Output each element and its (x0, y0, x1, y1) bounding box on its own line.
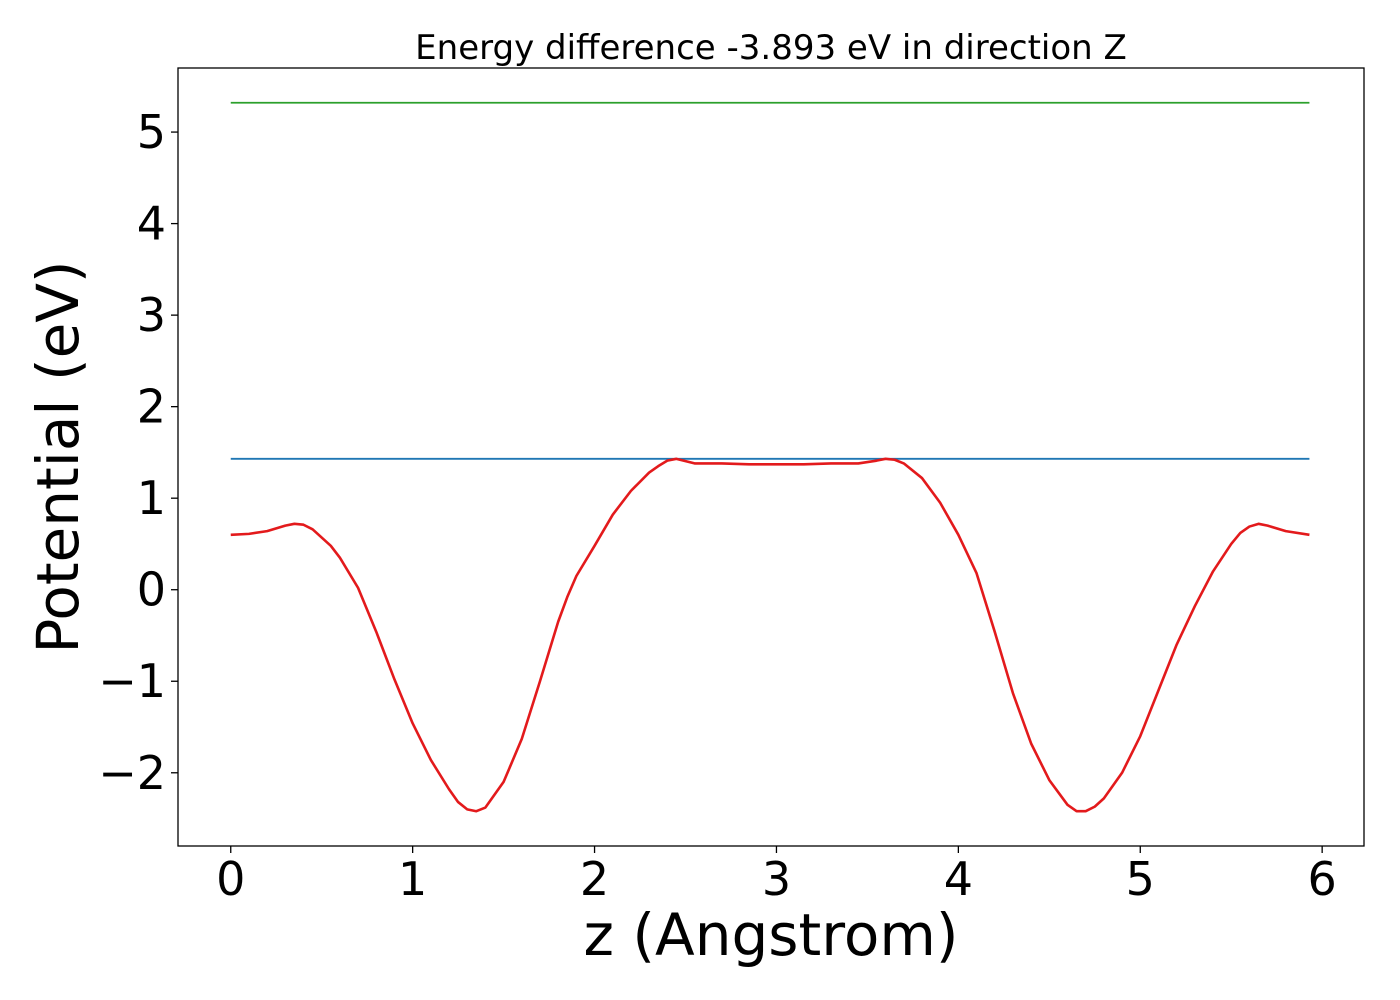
y-tick-label: 4 (137, 197, 166, 251)
y-axis: −2 −1 0 1 2 3 4 5 (98, 105, 178, 800)
x-tick-label: 5 (1126, 852, 1155, 906)
x-tick-label: 4 (944, 852, 973, 906)
y-tick-label: −2 (98, 746, 166, 800)
y-tick-label: 3 (137, 288, 166, 342)
plot-frame (177, 67, 1365, 847)
y-tick-label: 0 (137, 563, 166, 617)
y-tick-label: 2 (137, 380, 166, 434)
chart-title: Energy difference -3.893 eV in direction… (415, 28, 1127, 68)
y-tick-label: 1 (137, 471, 166, 525)
x-tick-label: 2 (580, 852, 609, 906)
y-axis-label: Potential (eV) (24, 260, 92, 653)
x-axis: 0 1 2 3 4 5 6 (216, 846, 1337, 906)
x-axis-label: z (Angstrom) (584, 901, 959, 969)
x-tick-label: 3 (762, 852, 791, 906)
x-tick-label: 0 (216, 852, 245, 906)
y-tick-label: −1 (98, 654, 166, 708)
x-tick-label: 6 (1308, 852, 1337, 906)
x-tick-label: 1 (398, 852, 427, 906)
plot-area (230, 101, 1310, 813)
series-line-2 (230, 457, 1310, 813)
y-tick-label: 5 (137, 105, 166, 159)
